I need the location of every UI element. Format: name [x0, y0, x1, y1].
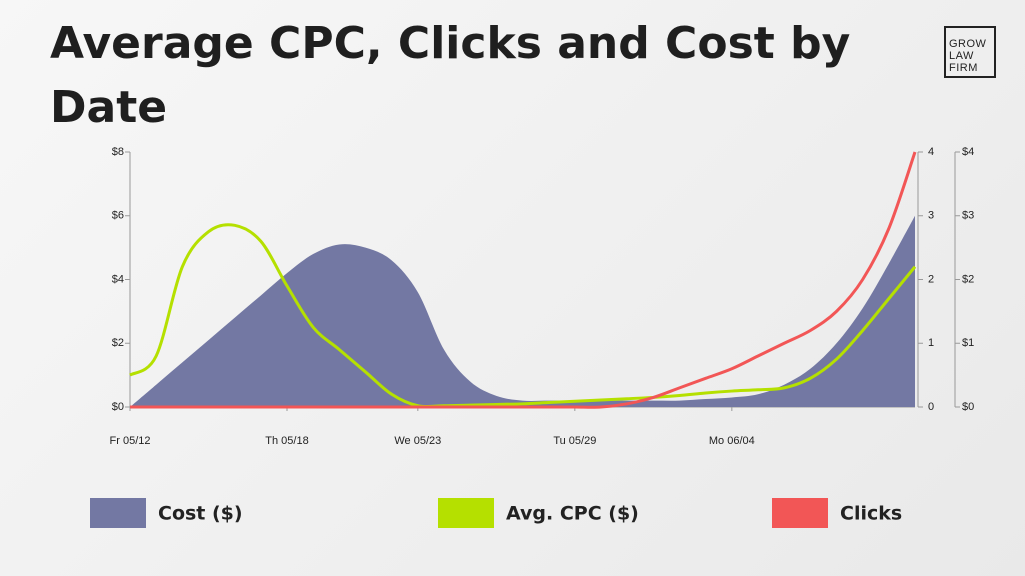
y-tick-label: 0: [928, 401, 934, 413]
x-tick-label: Tu 05/29: [553, 435, 596, 447]
legend-label: Cost ($): [158, 503, 243, 525]
area: [130, 215, 915, 407]
y-tick-label: $6: [112, 210, 124, 222]
x-tick-label: Mo 06/04: [709, 435, 755, 447]
legend-label: Avg. CPC ($): [506, 503, 639, 525]
y-tick-label: 4: [928, 146, 934, 158]
y-tick-label: $8: [112, 146, 124, 158]
legend-swatch: [438, 498, 494, 528]
logo-line: GROW: [949, 38, 987, 50]
x-tick-label: Fr 05/12: [110, 435, 151, 447]
y-tick-label: $0: [962, 401, 974, 413]
y-tick-label: 2: [928, 273, 934, 285]
y-tick-label: $2: [112, 337, 124, 349]
y-tick-label: $1: [962, 337, 974, 349]
y-tick-label: $3: [962, 210, 974, 222]
chart-title: Average CPC, Clicks and Cost by Date: [50, 18, 851, 133]
x-tick-label: Th 05/18: [265, 435, 308, 447]
logo-line: LAW: [949, 50, 974, 62]
line: [129, 151, 917, 409]
legend-swatch: [772, 498, 828, 528]
logo-line: FIRM: [949, 62, 978, 74]
y-tick-label: $4: [112, 273, 124, 285]
legend-swatch: [90, 498, 146, 528]
x-tick-label: We 05/23: [394, 435, 441, 447]
line: [129, 223, 917, 409]
legend-label: Clicks: [840, 503, 902, 525]
y-tick-label: $4: [962, 146, 974, 158]
y-tick-label: $2: [962, 273, 974, 285]
y-tick-label: 1: [928, 337, 934, 349]
logo: GROW LAW FIRM: [944, 26, 996, 78]
y-tick-label: 3: [928, 210, 934, 222]
y-tick-label: $0: [112, 401, 124, 413]
